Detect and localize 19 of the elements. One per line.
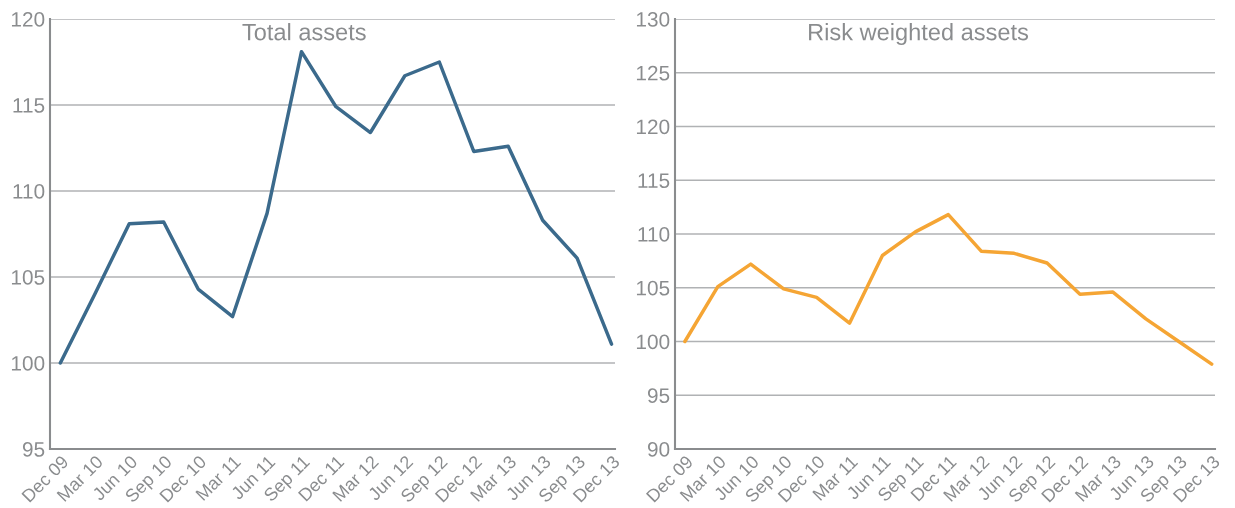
y-tick-label: 105 <box>636 280 670 296</box>
chart-title: Risk weighted assets <box>809 23 1029 46</box>
y-tick-label: 120 <box>636 119 670 135</box>
y-tick-label: 110 <box>638 227 670 242</box>
y-tick-label: 100 <box>636 334 670 350</box>
y-tick-label: 120 <box>11 12 45 27</box>
y-tick-label: 115 <box>638 173 670 188</box>
y-tick-label: 100 <box>11 356 45 371</box>
y-tick-label: 110 <box>13 184 45 199</box>
y-tick-label: 95 <box>22 442 45 457</box>
line-series <box>683 212 1214 366</box>
line-series <box>58 49 614 365</box>
y-tick-label: 130 <box>636 12 670 27</box>
y-tick-label: 115 <box>13 98 45 113</box>
y-tick-label: 125 <box>636 65 670 81</box>
y-tick-label: 90 <box>647 442 670 457</box>
y-tick-label: 105 <box>11 270 45 285</box>
chart-title: Total assets <box>242 23 366 41</box>
y-tick-label: 95 <box>647 388 670 403</box>
